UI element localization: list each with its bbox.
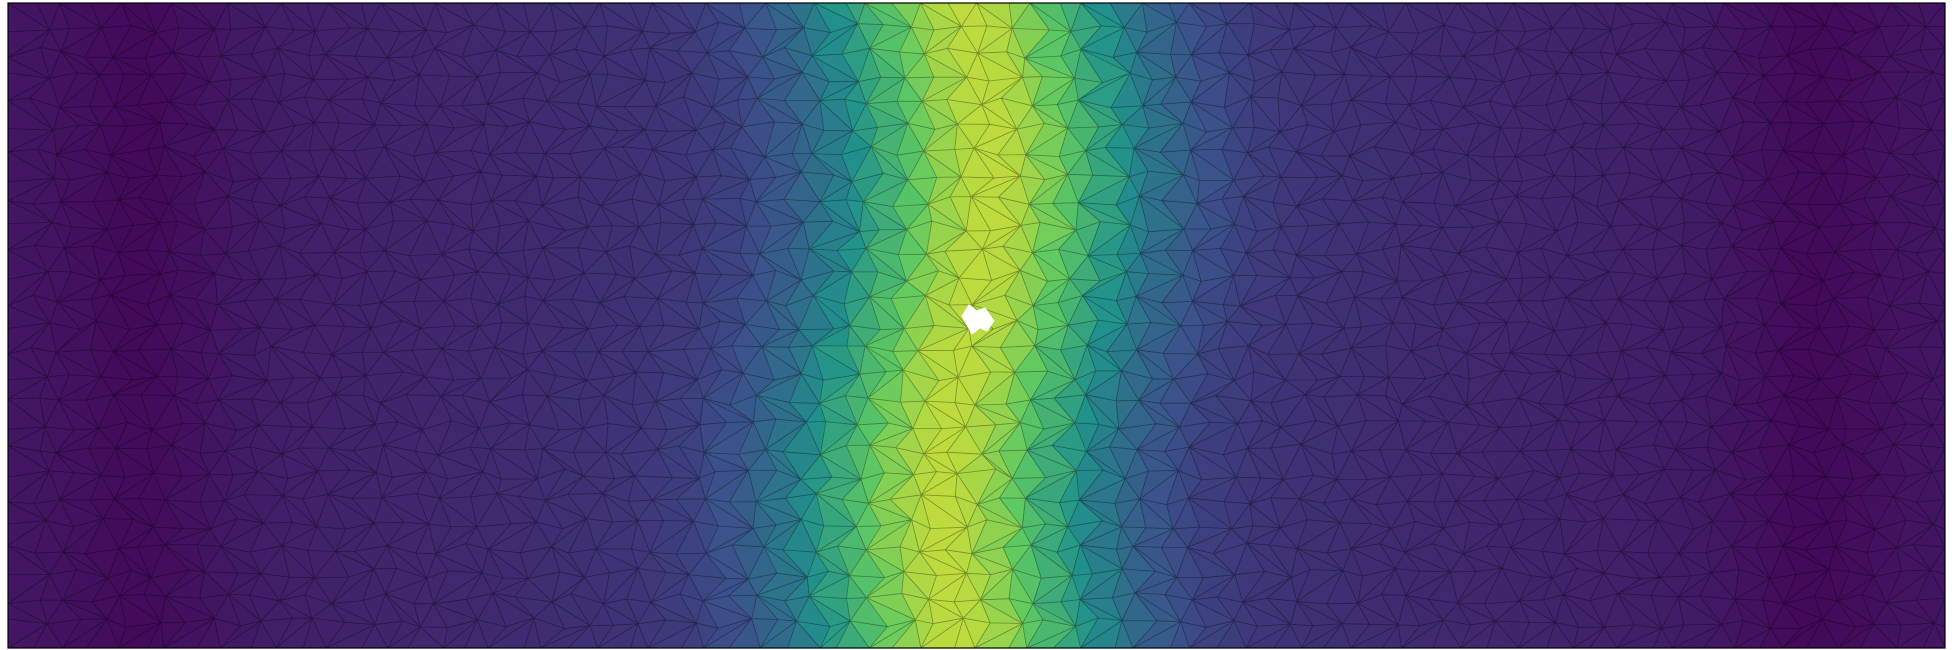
domain-frame <box>7 2 1946 649</box>
mesh-edge-lines <box>8 3 1945 648</box>
mesh-cells <box>8 3 1945 648</box>
mesh-edges <box>8 3 1945 648</box>
mesh-hole <box>961 304 995 335</box>
